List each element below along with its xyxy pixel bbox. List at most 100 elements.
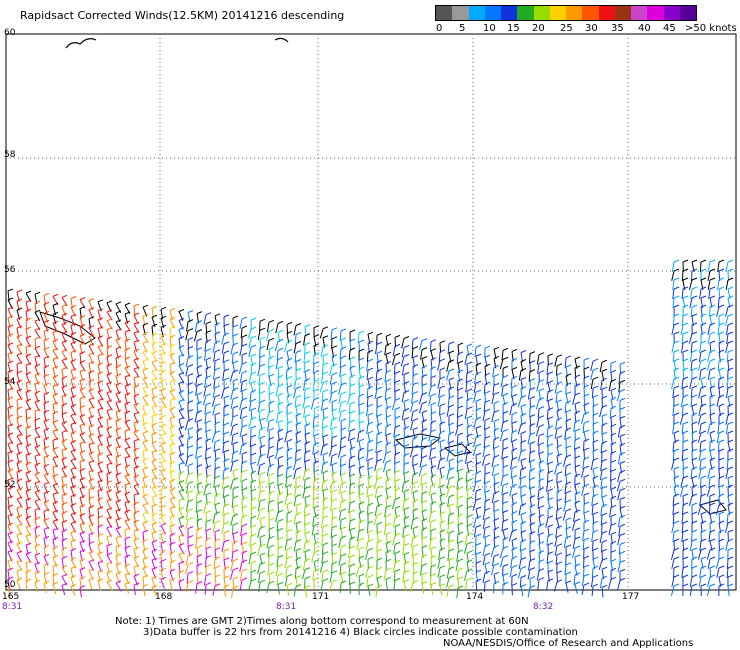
wind-barb	[617, 454, 621, 465]
wind-barb	[384, 345, 387, 356]
wind-barb-feather	[106, 543, 113, 547]
wind-barb-feather	[439, 448, 446, 452]
wind-barb	[671, 459, 675, 470]
wind-barb	[600, 380, 603, 391]
wind-barb-feather	[718, 358, 725, 362]
wind-barb	[491, 457, 495, 468]
wind-barb-feather	[151, 539, 158, 543]
wind-barb	[681, 522, 684, 534]
wind-barb-feather	[421, 482, 428, 486]
wind-barb	[698, 576, 702, 587]
wind-barb	[185, 501, 189, 512]
wind-barb-feather	[673, 466, 680, 470]
wind-barb	[591, 532, 594, 543]
wind-barb	[410, 537, 414, 548]
wind-barb-feather	[376, 404, 383, 408]
wind-barb-feather	[421, 491, 428, 495]
wind-barb-feather	[727, 277, 734, 281]
wind-barb-feather	[592, 367, 599, 371]
wind-barb-feather	[484, 561, 491, 565]
wind-barb-feather	[340, 355, 347, 359]
wind-barb-feather	[25, 578, 32, 582]
wind-barb	[203, 386, 207, 397]
wind-barb-feather	[448, 521, 455, 525]
wind-barb	[338, 501, 342, 512]
wind-barb-feather	[304, 414, 311, 418]
wind-barb-feather	[691, 295, 698, 299]
wind-barb-feather	[124, 554, 131, 558]
wind-barb-feather	[439, 457, 446, 461]
wind-barb-feather	[673, 277, 680, 281]
wind-barb	[717, 279, 720, 290]
wind-barb-feather	[277, 527, 284, 531]
wind-barb-feather	[457, 378, 464, 382]
wind-barb-feather	[196, 563, 203, 567]
wind-barb	[475, 491, 477, 502]
wind-barb-feather	[79, 567, 86, 571]
wind-barb-feather	[16, 559, 23, 563]
wind-barb	[204, 377, 207, 388]
wind-barb-feather	[484, 390, 491, 394]
wind-barb	[456, 461, 459, 472]
wind-barb-feather	[151, 467, 158, 471]
wind-barb-feather	[52, 302, 59, 306]
wind-barb-feather	[511, 456, 518, 460]
wind-barb-feather	[358, 510, 365, 514]
wind-barb	[428, 512, 432, 523]
wind-barb-feather	[439, 583, 446, 587]
wind-barb-feather	[295, 557, 302, 560]
wind-barb-feather	[601, 566, 608, 570]
wind-barb	[212, 522, 216, 533]
wind-barb-feather	[340, 517, 347, 521]
wind-barb	[698, 450, 702, 461]
wind-barb-feather	[133, 573, 140, 577]
wind-barb-feather	[376, 548, 383, 552]
wind-barb-feather	[160, 522, 167, 526]
wind-barb-feather	[583, 429, 590, 433]
wind-barb	[464, 570, 468, 581]
wind-barb-feather	[673, 475, 680, 479]
wind-barb-feather	[358, 564, 365, 568]
legend-swatch	[468, 6, 485, 20]
wind-barb-feather	[673, 421, 680, 425]
wind-barb-feather	[34, 426, 41, 430]
wind-barb-feather	[430, 438, 437, 442]
wind-barb-feather	[403, 345, 410, 348]
wind-barb-feather	[574, 554, 581, 558]
wind-barb-feather	[115, 382, 122, 386]
wind-barb-feather	[718, 520, 725, 524]
wind-barb-feather	[673, 430, 680, 434]
wind-barb-feather	[61, 465, 68, 469]
wind-barb-feather	[367, 556, 374, 560]
wind-barb	[670, 549, 675, 560]
wind-barb	[393, 544, 396, 555]
wind-barb-feather	[241, 577, 248, 581]
wind-barb-feather	[214, 394, 221, 398]
wind-barb	[79, 587, 82, 598]
wind-barb-feather	[214, 529, 221, 533]
wind-barb-feather	[34, 516, 41, 520]
wind-barb-feather	[16, 550, 23, 554]
wind-barb-feather	[151, 449, 158, 453]
wind-barb-feather	[142, 430, 149, 434]
wind-barb-feather	[574, 545, 581, 549]
wind-barb	[555, 509, 558, 520]
wind-barb-feather	[70, 413, 77, 416]
wind-barb-feather	[142, 367, 149, 371]
wind-barb-feather	[268, 472, 275, 476]
wind-barb-feather	[727, 457, 734, 461]
wind-barb-feather	[106, 408, 113, 412]
wind-barb-feather	[52, 446, 59, 450]
wind-barb-feather	[124, 500, 131, 504]
wind-barb	[222, 424, 225, 435]
wind-barb-feather	[268, 373, 275, 377]
wind-barb-feather	[61, 582, 68, 586]
wind-barb	[329, 581, 333, 592]
wind-barb-feather	[430, 411, 437, 415]
legend-swatch	[663, 6, 680, 20]
wind-barb-feather	[619, 460, 626, 464]
wind-barb-feather	[700, 457, 707, 461]
wind-barb-feather	[142, 358, 149, 362]
wind-barb	[231, 587, 234, 598]
wind-barb-feather	[331, 327, 338, 331]
